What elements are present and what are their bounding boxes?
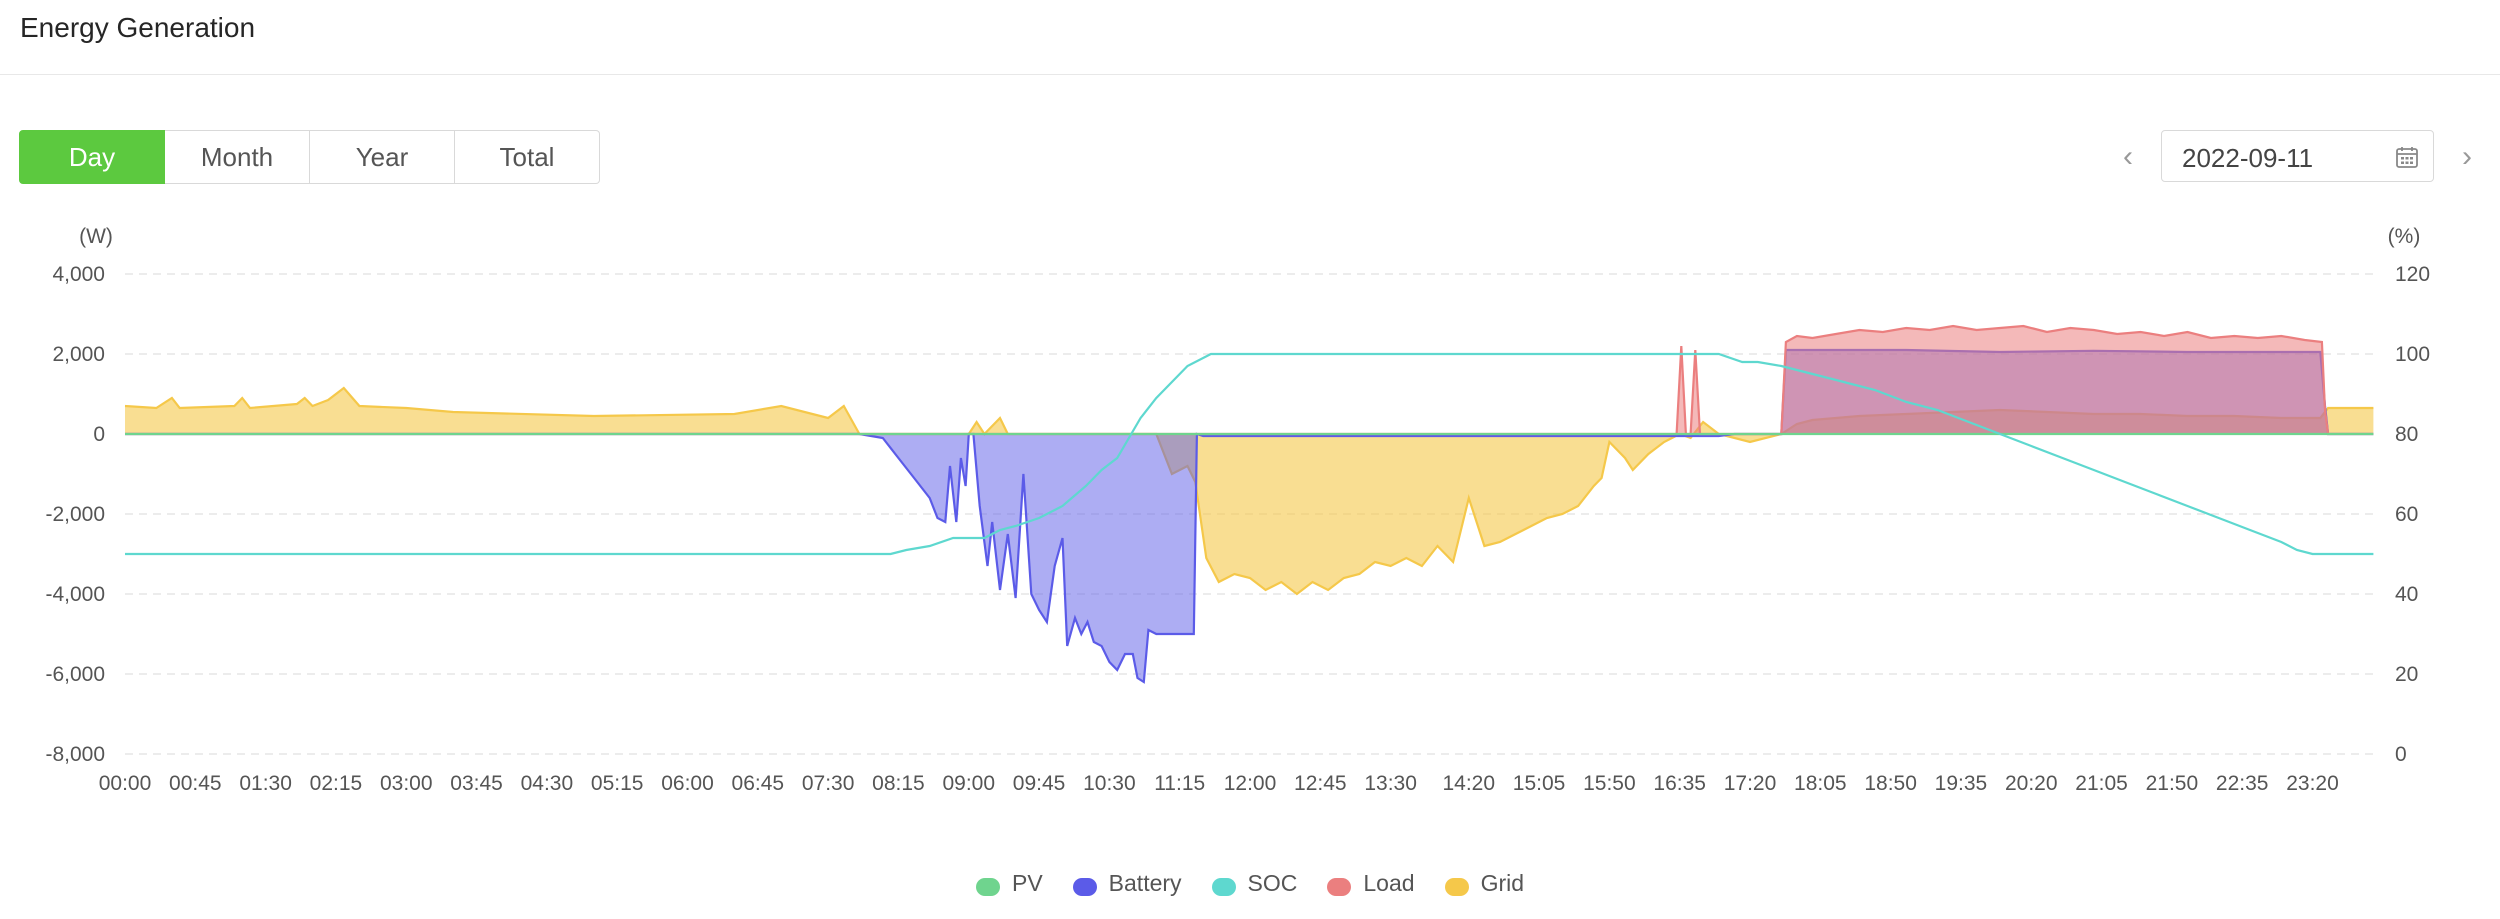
series-line-load — [125, 324, 2374, 436]
chevron-left-icon[interactable]: ‹ — [2123, 140, 2133, 173]
x-tick-label: 21:05 — [2075, 772, 2128, 795]
x-tick-label: 18:50 — [1864, 772, 1917, 795]
legend-item-load[interactable]: Load — [1327, 870, 1415, 897]
y-tick-label: 2,000 — [52, 343, 105, 366]
x-tick-label: 21:50 — [2146, 772, 2199, 795]
x-tick-label: 08:15 — [872, 772, 925, 795]
legend-label: Battery — [1108, 870, 1182, 896]
tab-total[interactable]: Total — [455, 130, 600, 184]
y2-tick-label: 20 — [2395, 663, 2418, 686]
x-tick-label: 02:15 — [310, 772, 363, 795]
x-tick-label: 06:45 — [732, 772, 785, 795]
x-tick-label: 03:45 — [450, 772, 503, 795]
x-tick-label: 22:35 — [2216, 772, 2269, 795]
x-tick-label: 15:05 — [1513, 772, 1566, 795]
x-tick-label: 23:20 — [2286, 772, 2339, 795]
x-tick-label: 09:00 — [942, 772, 995, 795]
date-value: 2022-09-11 — [2182, 143, 2314, 173]
y-tick-label: -4,000 — [45, 583, 105, 606]
x-tick-label: 05:15 — [591, 772, 644, 795]
y2-tick-label: 100 — [2395, 343, 2430, 366]
x-tick-label: 14:20 — [1442, 772, 1495, 795]
x-tick-label: 12:45 — [1294, 772, 1347, 795]
x-tick-label: 04:30 — [521, 772, 574, 795]
legend-item-pv[interactable]: PV — [975, 870, 1043, 897]
legend-label: PV — [1011, 870, 1043, 896]
x-tick-label: 07:30 — [802, 772, 855, 795]
x-tick-label: 20:20 — [2005, 772, 2058, 795]
series-line-soc — [125, 352, 2374, 556]
range-tab-group: Day Month Year Total — [19, 130, 600, 184]
legend-label: Grid — [1480, 870, 1525, 896]
energy-chart: 4,000 120 2,000 100 0 80 -2,000 60 -4,000 40 -6,00… — [45, 225, 2430, 795]
y-tick-label: 4,000 — [52, 263, 105, 286]
x-tick-label: 11:15 — [1154, 772, 1205, 795]
legend-item-grid[interactable]: Grid — [1444, 870, 1525, 897]
y2-tick-label: 0 — [2395, 743, 2407, 766]
date-picker[interactable]: 2022-09-11 — [2161, 130, 2434, 182]
series-area-grid — [125, 388, 2374, 594]
legend-marker — [975, 875, 1000, 896]
tab-year[interactable]: Year — [310, 130, 455, 184]
x-tick-label: 15:50 — [1583, 772, 1636, 795]
x-tick-label: 10:30 — [1083, 772, 1136, 795]
series-area-load — [125, 326, 2374, 434]
legend-item-battery[interactable]: Battery — [1072, 870, 1182, 897]
x-tick-label: 01:30 — [239, 772, 292, 795]
header: Energy Generation — [0, 0, 2500, 75]
page-title: Energy Generation — [20, 12, 256, 43]
x-tick-label: 18:05 — [1794, 772, 1847, 795]
x-tick-label: 06:00 — [661, 772, 714, 795]
x-tick-label: 13:30 — [1364, 772, 1417, 795]
legend-marker — [1072, 875, 1097, 896]
y2-tick-label: 120 — [2395, 263, 2430, 286]
legend-marker — [1327, 875, 1352, 896]
legend-marker — [1211, 875, 1236, 896]
tab-day[interactable]: Day — [19, 130, 165, 184]
y-axis-unit: (W) — [79, 225, 113, 248]
x-tick-label: 12:00 — [1224, 772, 1277, 795]
legend-label: Load — [1363, 870, 1415, 896]
calendar-icon — [2396, 147, 2418, 168]
x-tick-label: 03:00 — [380, 772, 433, 795]
legend-label: SOC — [1247, 870, 1298, 896]
y-tick-label: -2,000 — [45, 503, 105, 526]
y2-tick-label: 80 — [2395, 423, 2418, 446]
y-tick-label: -6,000 — [45, 663, 105, 686]
x-tick-label: 09:45 — [1013, 772, 1066, 795]
x-tick-label: 16:35 — [1653, 772, 1706, 795]
chevron-right-icon[interactable]: › — [2462, 140, 2472, 173]
y-tick-label: -8,000 — [45, 743, 105, 766]
y2-tick-label: 60 — [2395, 503, 2418, 526]
x-tick-label: 19:35 — [1935, 772, 1988, 795]
tab-month[interactable]: Month — [165, 130, 310, 184]
legend-marker — [1444, 875, 1469, 896]
chart-legend: PV Battery SOC Load Grid — [0, 870, 2500, 897]
x-tick-label: 00:45 — [169, 772, 222, 795]
legend-item-soc[interactable]: SOC — [1211, 870, 1298, 897]
x-tick-label: 17:20 — [1724, 772, 1777, 795]
y2-tick-label: 40 — [2395, 583, 2418, 606]
x-tick-label: 00:00 — [99, 772, 152, 795]
y2-axis-unit: (%) — [2388, 225, 2421, 248]
y-tick-label: 0 — [93, 423, 105, 446]
